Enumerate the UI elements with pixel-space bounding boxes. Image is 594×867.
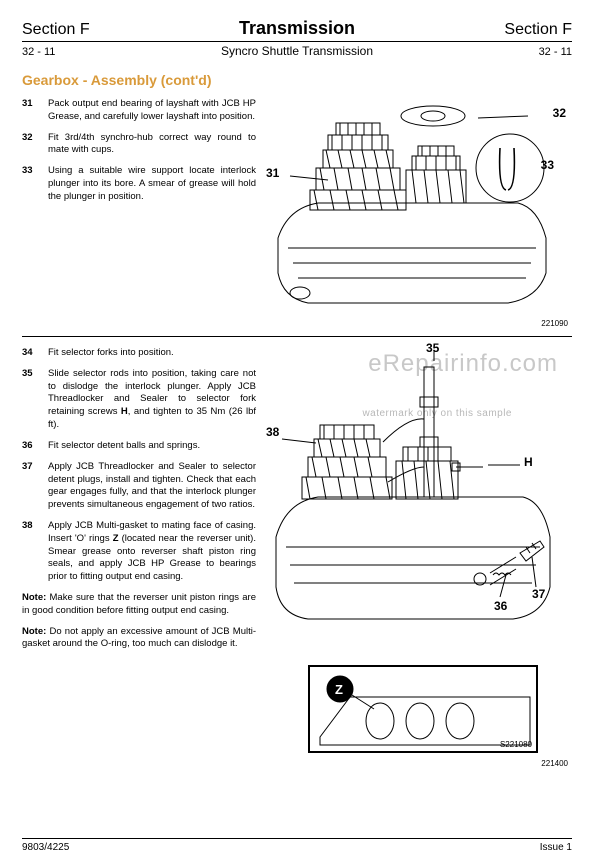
main-title: Transmission [90, 18, 505, 39]
bottom-figure-column: 38 35 H 36 37 Z S221080 [268, 347, 572, 777]
bottom-text-column: 34 Fit selector forks into position. 35 … [22, 347, 256, 659]
gearbox-figure-top [268, 98, 558, 316]
callout-Z: Z [335, 682, 343, 697]
step-37: 37 Apply JCB Threadlocker and Sealer to … [22, 461, 256, 512]
bottom-content-row: 34 Fit selector forks into position. 35 … [22, 347, 572, 777]
note-2: Note: Do not apply an excessive amount o… [22, 626, 256, 652]
step-num: 37 [22, 461, 40, 512]
divider-line [22, 336, 572, 337]
step-32: 32 Fit 3rd/4th synchro-hub correct way r… [22, 132, 256, 158]
step-text: Using a suitable wire support locate int… [48, 165, 256, 203]
page-num-left: 32 - 11 [22, 46, 55, 58]
callout-33: 33 [541, 158, 554, 172]
section-label-right: Section F [504, 21, 572, 39]
header-sub-row: 32 - 11 Syncro Shuttle Transmission 32 -… [22, 44, 572, 58]
step-text: Fit selector detent balls and springs. [48, 440, 256, 453]
step-num: 32 [22, 132, 40, 158]
figure-ref-bottom: 221400 [541, 759, 568, 768]
figure-ref-inset: S221080 [500, 740, 532, 749]
footer-issue: Issue 1 [540, 842, 572, 853]
step-num: 33 [22, 165, 40, 203]
step-num: 34 [22, 347, 40, 360]
step-text: Apply JCB Threadlocker and Sealer to sel… [48, 461, 256, 512]
step-34: 34 Fit selector forks into position. [22, 347, 256, 360]
step-text: Slide selector rods into position, takin… [48, 368, 256, 432]
callout-32: 32 [553, 106, 566, 120]
section-label-left: Section F [22, 21, 90, 39]
footer-doc-ref: 9803/4225 [22, 842, 69, 853]
step-36: 36 Fit selector detent balls and springs… [22, 440, 256, 453]
inset-z-figure: Z S221080 [308, 665, 538, 753]
figure-ref-top: 221090 [541, 319, 568, 328]
step-text: Fit 3rd/4th synchro-hub correct way roun… [48, 132, 256, 158]
top-content-row: 31 Pack output end bearing of layshaft w… [22, 98, 572, 328]
subtitle: Syncro Shuttle Transmission [55, 44, 538, 58]
step-num: 36 [22, 440, 40, 453]
step-35: 35 Slide selector rods into position, ta… [22, 368, 256, 432]
step-text: Fit selector forks into position. [48, 347, 256, 360]
top-figure-column: 31 32 33 221090 [268, 98, 572, 328]
callout-38: 38 [266, 425, 279, 439]
header-top-row: Section F Transmission Section F [22, 18, 572, 42]
callout-37: 37 [532, 587, 545, 601]
step-33: 33 Using a suitable wire support locate … [22, 165, 256, 203]
page-footer: 9803/4225 Issue 1 [22, 838, 572, 853]
callout-35: 35 [426, 341, 439, 355]
step-num: 31 [22, 98, 40, 124]
step-text: Apply JCB Multi-gasket to mating face of… [48, 520, 256, 584]
page-num-right: 32 - 11 [539, 46, 572, 58]
callout-36: 36 [494, 599, 507, 613]
document-page: Section F Transmission Section F 32 - 11… [0, 0, 594, 777]
callout-31: 31 [266, 166, 279, 180]
section-heading: Gearbox - Assembly (cont'd) [22, 72, 572, 88]
step-num: 38 [22, 520, 40, 584]
step-31: 31 Pack output end bearing of layshaft w… [22, 98, 256, 124]
top-text-column: 31 Pack output end bearing of layshaft w… [22, 98, 256, 212]
step-num: 35 [22, 368, 40, 432]
gearbox-figure-bottom [268, 347, 558, 657]
callout-H: H [524, 455, 533, 469]
note-1: Note: Make sure that the reverser unit p… [22, 592, 256, 618]
step-text: Pack output end bearing of layshaft with… [48, 98, 256, 124]
step-38: 38 Apply JCB Multi-gasket to mating face… [22, 520, 256, 584]
